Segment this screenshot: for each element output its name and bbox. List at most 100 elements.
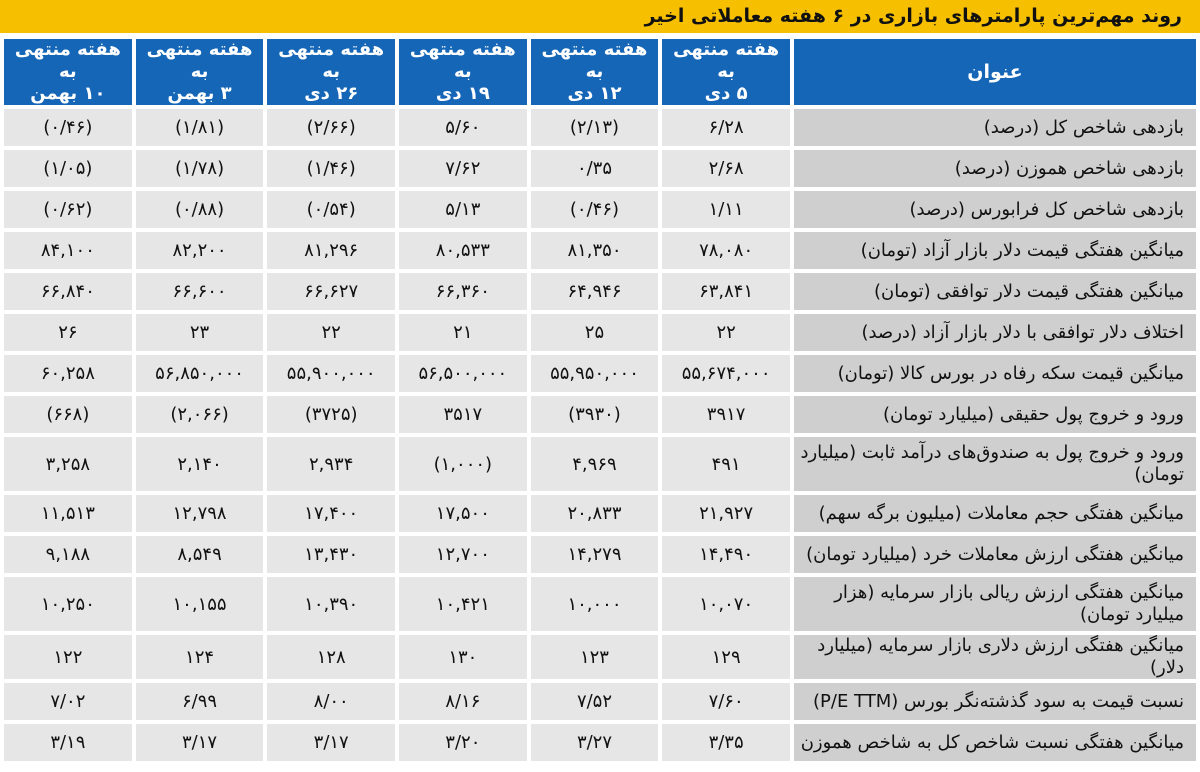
header-week-4: هفته منتهی به ۲۶ دی bbox=[267, 39, 396, 105]
row-label: ورود و خروج پول به صندوق‌های درآمد ثابت … bbox=[793, 437, 1196, 491]
table-cell: ۱۱,۵۱۳ bbox=[4, 495, 132, 532]
table-cell: ۶۴,۹۴۶ bbox=[530, 273, 659, 310]
row-label: میانگین قیمت سکه رفاه در بورس کالا (توما… bbox=[793, 355, 1196, 392]
table-cell: ۳۵۱۷ bbox=[399, 396, 527, 433]
table-cell: ۸۰,۵۳۳ bbox=[399, 232, 527, 269]
table-cell: ۵۵,۶۷۴,۰۰۰ bbox=[662, 355, 790, 392]
table-cell: ۱۲,۷۹۸ bbox=[135, 495, 264, 532]
table-cell: ۶/۹۹ bbox=[135, 683, 264, 720]
table-cell: ۵/۶۰ bbox=[399, 109, 527, 146]
table-cell: ۵/۱۳ bbox=[399, 191, 527, 228]
row-label: میانگین هفتگی قیمت دلار بازار آزاد (توما… bbox=[793, 232, 1196, 269]
header-line1: هفته منتهی به bbox=[146, 39, 253, 82]
table-cell: (۳۷۲۵) bbox=[267, 396, 396, 433]
table-cell: ۳/۲۰ bbox=[399, 724, 527, 761]
table-cell: (۰/۴۶) bbox=[4, 109, 132, 146]
table-row: میانگین هفتگی حجم معاملات (میلیون برگه س… bbox=[4, 495, 1196, 532]
table-cell: ۴,۹۶۹ bbox=[530, 437, 659, 491]
header-line1: هفته منتهی به bbox=[278, 39, 385, 82]
table-row: میانگین هفتگی ارزش معاملات خرد (میلیارد … bbox=[4, 536, 1196, 573]
header-line1: هفته منتهی به bbox=[541, 39, 648, 82]
table-row: میانگین هفتگی ارزش دلاری بازار سرمایه (م… bbox=[4, 635, 1196, 679]
table-cell: ۱۲۸ bbox=[267, 635, 396, 679]
table-cell: ۸۲,۲۰۰ bbox=[135, 232, 264, 269]
table-cell: (۰/۵۴) bbox=[267, 191, 396, 228]
table-cell: (۰/۸۸) bbox=[135, 191, 264, 228]
row-label: میانگین هفتگی ارزش دلاری بازار سرمایه (م… bbox=[793, 635, 1196, 679]
table-title: روند مهم‌ترین پارامترهای بازاری در ۶ هفت… bbox=[0, 0, 1200, 33]
table-row: نسبت قیمت به سود گذشته‌نگر بورس (P/E TTM… bbox=[4, 683, 1196, 720]
table-cell: ۶۶,۸۴۰ bbox=[4, 273, 132, 310]
table-cell: ۸/۱۶ bbox=[399, 683, 527, 720]
table-cell: ۵۶,۸۵۰,۰۰۰ bbox=[135, 355, 264, 392]
table-cell: ۱۰,۱۵۵ bbox=[135, 577, 264, 631]
row-label: میانگین هفتگی قیمت دلار توافقی (تومان) bbox=[793, 273, 1196, 310]
table-cell: ۲۱,۹۲۷ bbox=[662, 495, 790, 532]
table-cell: ۱۲,۷۰۰ bbox=[399, 536, 527, 573]
header-week-3: هفته منتهی به ۱۹ دی bbox=[399, 39, 527, 105]
row-label: بازدهی شاخص کل فرابورس (درصد) bbox=[793, 191, 1196, 228]
table-cell: ۶۰,۲۵۸ bbox=[4, 355, 132, 392]
table-cell: ۰/۳۵ bbox=[530, 150, 659, 187]
table-cell: ۷/۶۰ bbox=[662, 683, 790, 720]
table-cell: ۲۶ bbox=[4, 314, 132, 351]
table-cell: ۳/۱۷ bbox=[135, 724, 264, 761]
table-row: اختلاف دلار توافقی با دلار بازار آزاد (د… bbox=[4, 314, 1196, 351]
header-line1: هفته منتهی به bbox=[14, 39, 121, 82]
table-row: میانگین هفتگی قیمت دلار توافقی (تومان) ۶… bbox=[4, 273, 1196, 310]
row-label: بازدهی شاخص هموزن (درصد) bbox=[793, 150, 1196, 187]
table-cell: ۶/۲۸ bbox=[662, 109, 790, 146]
table-cell: ۱۷,۴۰۰ bbox=[267, 495, 396, 532]
table-cell: (۱,۰۰۰) bbox=[399, 437, 527, 491]
header-row: عنوان هفته منتهی به ۵ دی هفته منتهی به ۱۲ … bbox=[4, 39, 1196, 105]
table-cell: (۲/۶۶) bbox=[267, 109, 396, 146]
table-cell: (۲/۱۳) bbox=[530, 109, 659, 146]
table-row: بازدهی شاخص هموزن (درصد) ۲/۶۸ ۰/۳۵ ۷/۶۲ … bbox=[4, 150, 1196, 187]
table-row: بازدهی شاخص کل فرابورس (درصد) ۱/۱۱ (۰/۴۶… bbox=[4, 191, 1196, 228]
header-line1: عنوان bbox=[967, 61, 1023, 83]
table-cell: ۳/۳۵ bbox=[662, 724, 790, 761]
header-title-column: عنوان bbox=[793, 39, 1196, 105]
header-line2: ۲۶ دی bbox=[304, 83, 359, 104]
table-cell: ۲۳ bbox=[135, 314, 264, 351]
table-cell: (۱/۰۵) bbox=[4, 150, 132, 187]
table-row: میانگین هفتگی قیمت دلار بازار آزاد (توما… bbox=[4, 232, 1196, 269]
row-label: اختلاف دلار توافقی با دلار بازار آزاد (د… bbox=[793, 314, 1196, 351]
table-cell: ۱۲۳ bbox=[530, 635, 659, 679]
table-cell: ۱۰,۴۲۱ bbox=[399, 577, 527, 631]
table-cell: ۸۱,۳۵۰ bbox=[530, 232, 659, 269]
table-cell: ۲,۹۳۴ bbox=[267, 437, 396, 491]
table-cell: ۸,۵۴۹ bbox=[135, 536, 264, 573]
table-cell: (۱/۷۸) bbox=[135, 150, 264, 187]
table-cell: (۳۹۳۰) bbox=[530, 396, 659, 433]
row-label: نسبت قیمت به سود گذشته‌نگر بورس (P/E TTM… bbox=[793, 683, 1196, 720]
table-row: ورود و خروج پول به صندوق‌های درآمد ثابت … bbox=[4, 437, 1196, 491]
table-cell: ۲۱ bbox=[399, 314, 527, 351]
table-cell: ۱۴,۴۹۰ bbox=[662, 536, 790, 573]
table-cell: ۸/۰۰ bbox=[267, 683, 396, 720]
table-cell: ۳۹۱۷ bbox=[662, 396, 790, 433]
header-line2: ۱۹ دی bbox=[435, 83, 490, 104]
table-cell: (۱/۸۱) bbox=[135, 109, 264, 146]
table-cell: ۲/۶۸ bbox=[662, 150, 790, 187]
header-line2: ۵ دی bbox=[704, 83, 748, 104]
table-cell: ۳/۱۹ bbox=[4, 724, 132, 761]
table-cell: ۳/۱۷ bbox=[267, 724, 396, 761]
table-cell: ۱۳۰ bbox=[399, 635, 527, 679]
table-cell: (۲,۰۶۶) bbox=[135, 396, 264, 433]
table-cell: ۱۲۹ bbox=[662, 635, 790, 679]
row-label: بازدهی شاخص کل (درصد) bbox=[793, 109, 1196, 146]
table-cell: ۶۶,۶۲۷ bbox=[267, 273, 396, 310]
table-cell: ۷۸,۰۸۰ bbox=[662, 232, 790, 269]
table-cell: ۸۱,۲۹۶ bbox=[267, 232, 396, 269]
table-cell: (۱/۴۶) bbox=[267, 150, 396, 187]
table-cell: ۱۰,۲۵۰ bbox=[4, 577, 132, 631]
table-cell: ۴۹۱ bbox=[662, 437, 790, 491]
table-cell: ۷/۶۲ bbox=[399, 150, 527, 187]
table-cell: ۶۳,۸۴۱ bbox=[662, 273, 790, 310]
table-cell: ۱۰,۳۹۰ bbox=[267, 577, 396, 631]
table-cell: (۶۶۸) bbox=[4, 396, 132, 433]
table-cell: ۵۵,۹۰۰,۰۰۰ bbox=[267, 355, 396, 392]
row-label: میانگین هفتگی حجم معاملات (میلیون برگه س… bbox=[793, 495, 1196, 532]
header-line1: هفته منتهی به bbox=[673, 39, 780, 82]
